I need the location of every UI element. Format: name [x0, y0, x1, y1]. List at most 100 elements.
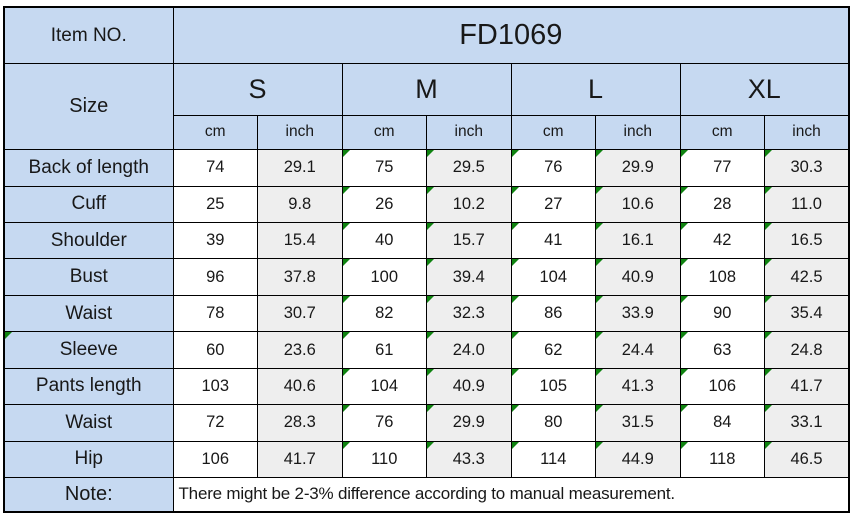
unit-text: inch — [623, 123, 652, 141]
unit-text: cm — [711, 123, 733, 141]
cell-value: 40.6 — [283, 376, 316, 395]
cell-value: 35.4 — [790, 304, 823, 323]
table-row: Bust 96 37.8 100 39.4 104 40.9 108 42.5 — [3, 258, 850, 296]
measure-cell: 30.3 — [764, 149, 850, 187]
measure-cell: 74 — [172, 149, 258, 187]
measure-cell: 105 — [510, 367, 596, 406]
flag-triangle-icon — [596, 223, 603, 231]
size-name-text: XL — [747, 73, 781, 104]
item-no-value-text: FD1069 — [459, 19, 563, 52]
cell-value: 33.9 — [621, 304, 654, 323]
measure-cell: 11.0 — [764, 185, 850, 224]
cell-value: 25 — [206, 194, 225, 213]
measure-cell: 24.8 — [764, 331, 850, 369]
cell-value: 106 — [201, 449, 230, 468]
size-name-text: L — [587, 73, 604, 104]
measure-cell: 40.9 — [426, 367, 512, 406]
unit-text: cm — [373, 123, 395, 141]
table-row: Pants length 103 40.6 104 40.9 105 41.3 … — [3, 367, 850, 406]
table-row: Cuff 25 9.8 26 10.2 27 10.6 28 11.0 — [3, 185, 850, 224]
row-label-waist: Waist — [3, 294, 174, 333]
cell-value: 31.5 — [621, 413, 654, 432]
cell-value: 90 — [713, 304, 732, 323]
cell-value: 24.4 — [621, 340, 654, 359]
row-label-text: Waist — [65, 302, 113, 324]
cell-value: 110 — [371, 449, 398, 468]
unit-header-xl-inch: inch — [764, 114, 850, 151]
size-label-text: Size — [69, 95, 109, 118]
measure-cell: 33.9 — [595, 294, 681, 333]
cell-value: 10.6 — [621, 194, 654, 213]
flag-triangle-icon — [342, 187, 350, 194]
measure-cell: 16.5 — [764, 222, 850, 260]
measure-cell: 42 — [679, 222, 765, 260]
flag-triangle-icon — [427, 296, 434, 303]
row-label-text: Hip — [74, 448, 103, 470]
measure-cell: 72 — [172, 404, 258, 442]
cell-value: 29.9 — [621, 158, 654, 177]
flag-triangle-icon — [427, 223, 434, 231]
unit-text: inch — [285, 123, 314, 141]
cell-value: 41.7 — [283, 449, 316, 468]
measure-cell: 26 — [341, 185, 427, 224]
cell-value: 63 — [713, 340, 732, 359]
cell-value: 84 — [713, 413, 732, 432]
flag-triangle-icon — [680, 223, 688, 231]
flag-triangle-icon — [765, 150, 772, 158]
cell-value: 16.5 — [790, 231, 823, 250]
measure-cell: 28.3 — [257, 404, 343, 442]
measure-cell: 118 — [679, 440, 765, 478]
cell-value: 32.3 — [452, 304, 485, 323]
row-label-text: Cuff — [71, 193, 106, 215]
measure-cell: 28 — [679, 185, 765, 224]
flag-triangle-icon — [511, 259, 519, 267]
cell-value: 40.9 — [621, 267, 654, 286]
flag-triangle-icon — [765, 223, 772, 231]
cell-value: 44.9 — [621, 449, 654, 468]
measure-cell: 35.4 — [764, 294, 850, 333]
measure-cell: 61 — [341, 331, 427, 369]
cell-value: 40.9 — [452, 376, 485, 395]
measure-cell: 43.3 — [426, 440, 512, 478]
unit-header-row: cm inch cm inch cm inch cm inch — [4, 114, 850, 151]
measure-cell: 39.4 — [426, 258, 512, 296]
row-label-text: Sleeve — [59, 339, 118, 360]
flag-triangle-icon — [596, 369, 603, 376]
flag-triangle-icon — [511, 150, 519, 158]
cell-value: 42.5 — [790, 267, 823, 286]
flag-triangle-icon — [427, 369, 434, 376]
cell-value: 10.2 — [452, 194, 485, 213]
flag-triangle-icon — [427, 442, 434, 449]
measure-cell: 80 — [510, 404, 596, 442]
measure-cell: 41.7 — [764, 367, 850, 406]
cell-value: 15.4 — [283, 231, 316, 250]
cell-value: 62 — [544, 340, 563, 359]
measure-cell: 110 — [341, 440, 427, 478]
flag-triangle-icon — [680, 442, 688, 449]
cell-value: 39.4 — [452, 267, 485, 286]
cell-value: 40 — [375, 231, 394, 250]
measure-cell: 29.5 — [426, 149, 512, 187]
cell-value: 29.1 — [283, 158, 316, 177]
measure-cell: 86 — [510, 294, 596, 333]
measure-cell: 78 — [172, 294, 258, 333]
cell-value: 104 — [539, 267, 568, 286]
cell-value: 72 — [206, 413, 225, 432]
size-name-text: S — [248, 73, 267, 104]
flag-triangle-icon — [596, 332, 603, 340]
table-row: Waist 72 28.3 76 29.9 80 31.5 84 33.1 — [3, 404, 850, 442]
cell-value: 76 — [375, 413, 394, 432]
measure-cell: 9.8 — [257, 185, 343, 224]
cell-value: 114 — [540, 449, 567, 468]
unit-header-s-inch: inch — [257, 114, 343, 151]
cell-value: 46.5 — [790, 449, 823, 468]
measure-cell: 40 — [341, 222, 427, 260]
flag-triangle-icon — [596, 296, 603, 303]
measure-cell: 82 — [341, 294, 427, 333]
measure-cell: 41.7 — [257, 440, 343, 478]
size-name-text: M — [415, 73, 438, 104]
cell-value: 78 — [206, 304, 225, 323]
row-label-hip: Hip — [3, 440, 174, 478]
flag-triangle-icon — [596, 187, 603, 194]
